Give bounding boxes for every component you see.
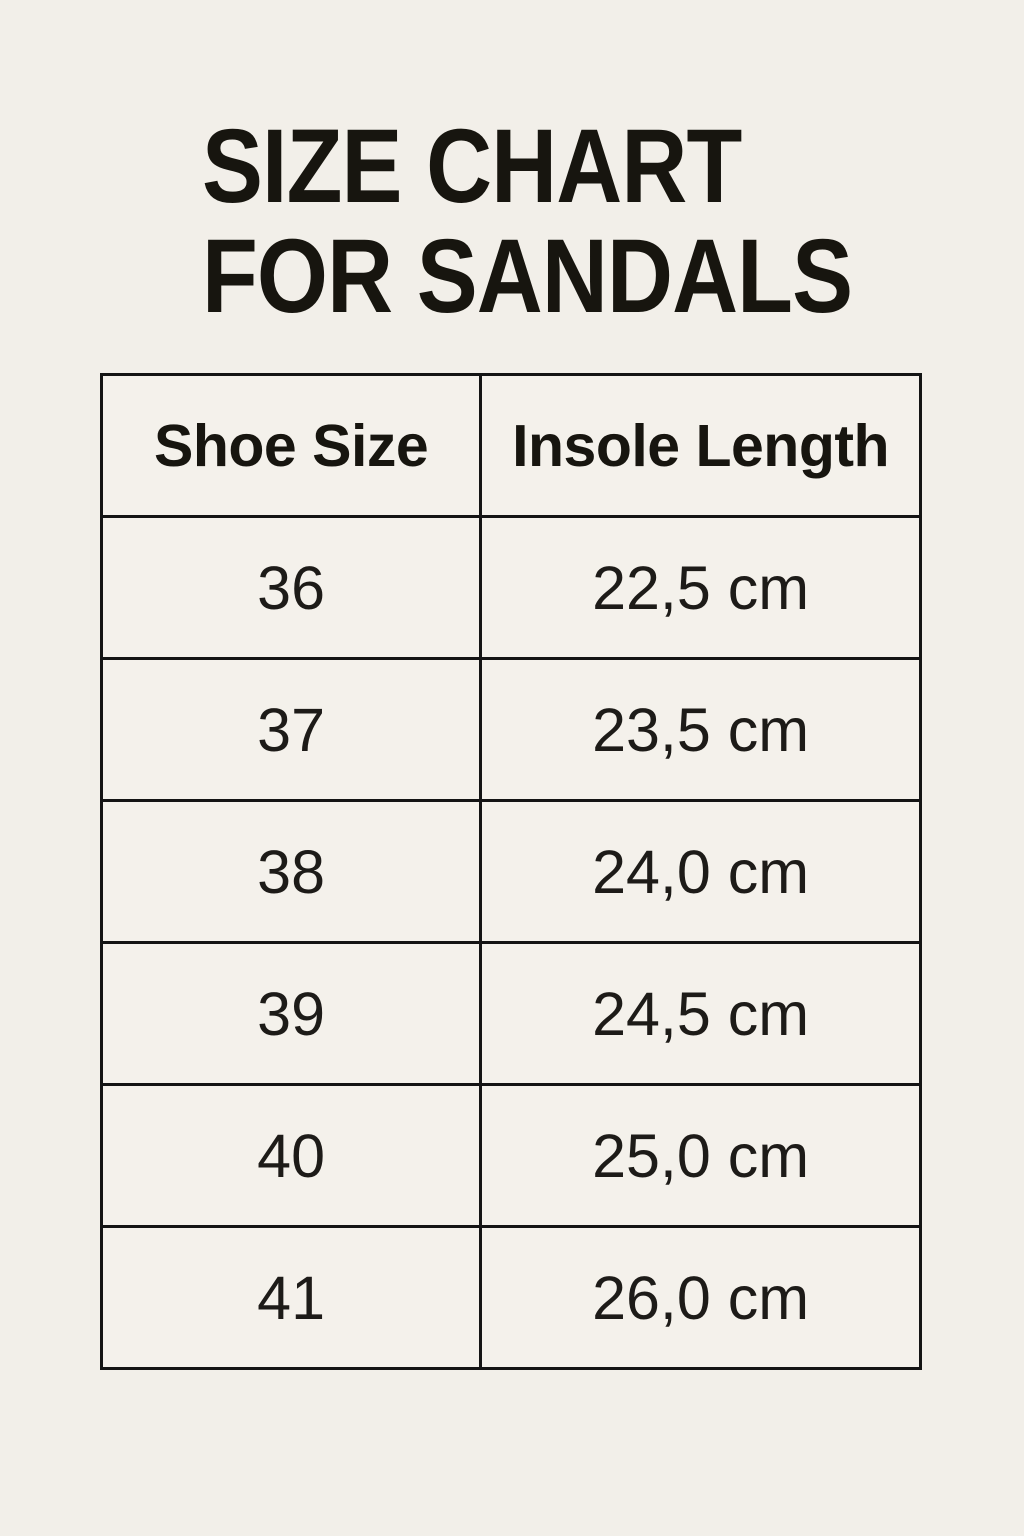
shoe-size-value: 41: [103, 1228, 480, 1367]
table-row: 36 22,5 cm: [103, 515, 919, 657]
shoe-size-value: 36: [103, 518, 480, 657]
table-header-row: Shoe Size Insole Length: [103, 376, 919, 515]
column-header-insole-length: Insole Length: [479, 376, 919, 515]
table-row: 41 26,0 cm: [103, 1225, 919, 1367]
insole-length-value: 26,0 cm: [479, 1228, 919, 1367]
shoe-size-value: 40: [103, 1086, 480, 1225]
insole-length-value: 23,5 cm: [479, 660, 919, 799]
size-table: Shoe Size Insole Length 36 22,5 cm 37 23…: [100, 373, 922, 1370]
insole-length-value: 24,0 cm: [479, 802, 919, 941]
table-row: 38 24,0 cm: [103, 799, 919, 941]
insole-length-value: 25,0 cm: [479, 1086, 919, 1225]
shoe-size-value: 37: [103, 660, 480, 799]
page-title-line-1: SIZE CHART: [202, 108, 742, 225]
page-title: SIZE CHART FOR SANDALS: [202, 108, 853, 335]
shoe-size-value: 39: [103, 944, 480, 1083]
table-row: 39 24,5 cm: [103, 941, 919, 1083]
insole-length-value: 24,5 cm: [479, 944, 919, 1083]
shoe-size-value: 38: [103, 802, 480, 941]
column-header-shoe-size: Shoe Size: [103, 376, 480, 515]
insole-length-value: 22,5 cm: [479, 518, 919, 657]
page-title-line-2: FOR SANDALS: [202, 218, 853, 335]
table-row: 40 25,0 cm: [103, 1083, 919, 1225]
table-row: 37 23,5 cm: [103, 657, 919, 799]
